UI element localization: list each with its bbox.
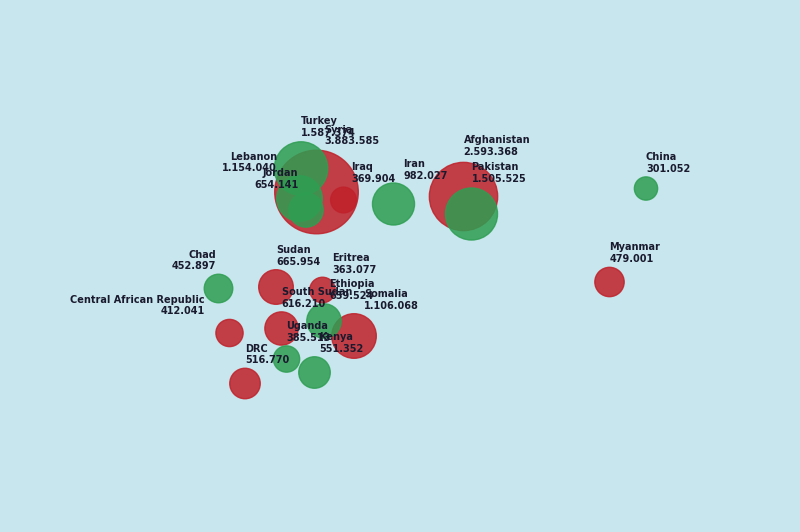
Text: Eritrea
363.077: Eritrea 363.077	[333, 253, 377, 275]
Circle shape	[634, 177, 658, 200]
Circle shape	[274, 150, 358, 234]
Circle shape	[230, 368, 260, 399]
Circle shape	[430, 162, 498, 231]
Text: Myanmar
479.001: Myanmar 479.001	[610, 242, 660, 263]
Circle shape	[446, 188, 498, 240]
Text: Turkey
1.587.374: Turkey 1.587.374	[301, 117, 356, 138]
Circle shape	[274, 346, 300, 372]
Text: Ethiopia
659.524: Ethiopia 659.524	[329, 279, 374, 301]
Text: Syria
3.883.585: Syria 3.883.585	[324, 125, 379, 146]
Circle shape	[274, 142, 328, 195]
Circle shape	[216, 319, 243, 347]
Text: Uganda
385.513: Uganda 385.513	[286, 321, 331, 343]
Text: Sudan
665.954: Sudan 665.954	[276, 245, 320, 267]
Text: DRC
516.770: DRC 516.770	[245, 344, 290, 365]
Text: Afghanistan
2.593.368: Afghanistan 2.593.368	[463, 136, 530, 157]
Circle shape	[265, 312, 298, 345]
Circle shape	[258, 270, 294, 304]
Text: South Sudan
616.210: South Sudan 616.210	[282, 287, 352, 309]
Text: Iraq
369.904: Iraq 369.904	[351, 162, 395, 184]
Text: Central African Republic
412.041: Central African Republic 412.041	[70, 295, 205, 317]
Circle shape	[595, 267, 624, 297]
Circle shape	[330, 187, 357, 213]
Text: Kenya
551.352: Kenya 551.352	[319, 332, 364, 354]
Circle shape	[204, 274, 233, 303]
Text: Chad
452.897: Chad 452.897	[172, 250, 216, 271]
Circle shape	[277, 176, 322, 221]
Text: China
301.052: China 301.052	[646, 152, 690, 174]
Text: Somalia
1.106.068: Somalia 1.106.068	[364, 289, 419, 311]
Text: Pakistan
1.505.525: Pakistan 1.505.525	[471, 162, 526, 184]
Text: Jordan
654.141: Jordan 654.141	[254, 168, 298, 190]
Circle shape	[332, 314, 376, 359]
Circle shape	[298, 357, 330, 388]
Circle shape	[306, 304, 342, 338]
Text: Iran
982.027: Iran 982.027	[403, 159, 448, 181]
Text: Lebanon
1.154.040: Lebanon 1.154.040	[222, 152, 277, 173]
Circle shape	[373, 183, 414, 225]
Circle shape	[289, 193, 323, 227]
Circle shape	[310, 277, 335, 303]
